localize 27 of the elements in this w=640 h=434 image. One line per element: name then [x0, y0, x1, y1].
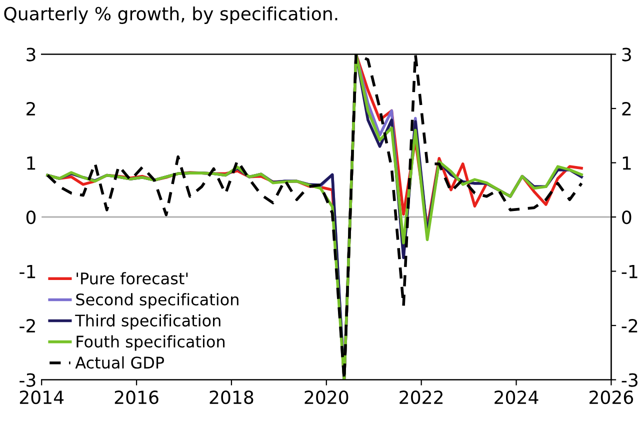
y-tick-label: -1	[20, 264, 36, 278]
y-tick-label: 3	[26, 48, 36, 62]
y2-tick-label: 3	[622, 48, 631, 62]
legend-label: Third specification	[75, 314, 220, 330]
x-tick-label: 2022	[400, 390, 442, 404]
y-tick-label: -3	[20, 373, 36, 387]
legend-label: Actual GDP	[75, 356, 164, 369]
y-tick-label: 1	[27, 156, 36, 170]
y-tick-label: 0	[26, 210, 36, 224]
x-tick-label: 2016	[114, 390, 158, 404]
x-tick-label: 2026	[590, 390, 634, 404]
y-tick-label: -2	[20, 318, 35, 332]
y2-tick-label: 0	[622, 210, 632, 224]
y2-tick-label: -3	[622, 373, 638, 387]
x-tick-label: 2018	[210, 390, 254, 404]
y-tick-label: 2	[26, 102, 35, 116]
y2-tick-label: -1	[622, 264, 638, 278]
x-tick-label: 2020	[304, 390, 348, 404]
chart-title: Quarterly % growth, by specification.	[4, 6, 338, 24]
y2-tick-label: 1	[622, 156, 631, 170]
x-tick-label: 2014	[20, 390, 64, 404]
x-tick-label: 2024	[494, 390, 538, 404]
legend-label: Fouth specification	[76, 335, 224, 351]
y2-tick-label: -2	[622, 318, 638, 332]
legend-label: Second specification	[76, 293, 238, 309]
y2-tick-label: 2	[622, 102, 631, 116]
legend-label: 'Pure forecast'	[76, 272, 188, 284]
